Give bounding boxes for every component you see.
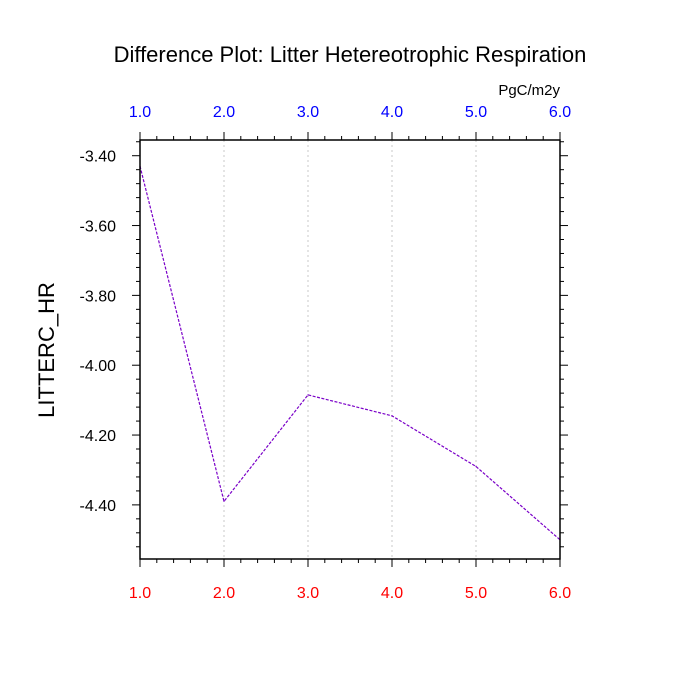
data-point: [475, 465, 477, 468]
x-tick-label-top: 1.0: [129, 104, 151, 121]
data-point: [307, 394, 309, 396]
x-tick-label-bottom: 1.0: [129, 585, 151, 602]
x-tick-label-bottom: 6.0: [549, 585, 571, 602]
x-gridlines: [223, 140, 477, 559]
y-tick-label: -3.80: [80, 288, 117, 305]
x-tick-label-bottom: 3.0: [297, 585, 319, 602]
data-point: [391, 415, 393, 417]
y-tick-label: -3.40: [80, 149, 117, 166]
x-tick-label-bottom: 2.0: [213, 585, 235, 602]
x-tick-label-top: 2.0: [213, 104, 235, 121]
x-tick-label-top: 6.0: [549, 104, 571, 121]
y-tick-label: -3.60: [80, 219, 117, 236]
y-axis-label: LITTERC_HR: [34, 282, 59, 418]
series-line: [139, 166, 561, 541]
x-tick-label-top: 3.0: [297, 104, 319, 121]
x-tick-label-bottom: 4.0: [381, 585, 403, 602]
y-tick-label: -4.20: [80, 428, 117, 445]
plot-frame: [139, 139, 561, 560]
x-tick-label-bottom: 5.0: [465, 585, 487, 602]
units-label: PgC/m2y: [498, 82, 560, 99]
data-point: [223, 500, 225, 502]
series-group: [139, 165, 561, 541]
y-tick-label: -4.40: [80, 498, 117, 515]
y-tick-label: -4.00: [80, 358, 117, 375]
x-tick-label-top: 5.0: [465, 104, 487, 121]
tick-labels: 1.0 2.0 3.0 4.0 5.0 6.0 1.0 2.0 3.0 4.0 5.0 6.0 -3.4…: [80, 104, 572, 602]
chart-title: Difference Plot: Litter Hetereotrophic R…: [114, 42, 587, 67]
axis-ticks: [132, 132, 568, 567]
x-tick-label-top: 4.0: [381, 104, 403, 121]
